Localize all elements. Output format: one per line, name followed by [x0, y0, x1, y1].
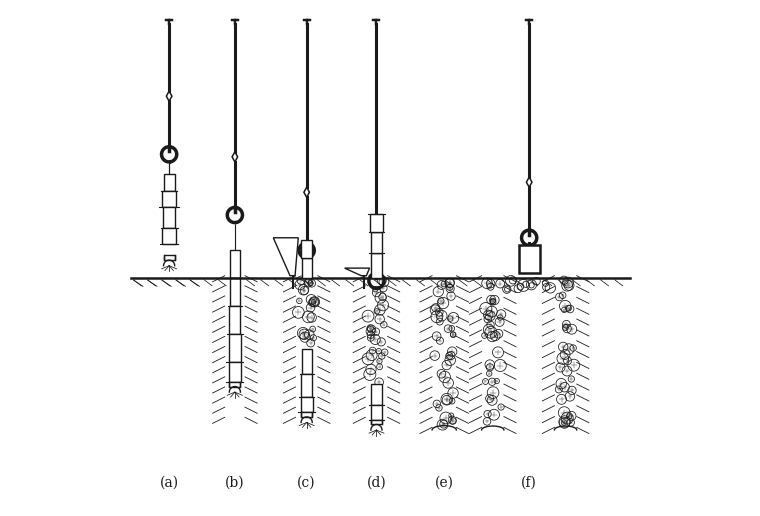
Polygon shape	[301, 412, 312, 417]
Polygon shape	[163, 207, 176, 228]
Text: (e): (e)	[435, 476, 454, 490]
Polygon shape	[301, 240, 312, 258]
Polygon shape	[162, 191, 176, 207]
Polygon shape	[230, 250, 240, 278]
Polygon shape	[229, 362, 241, 382]
Polygon shape	[518, 246, 540, 273]
Polygon shape	[374, 218, 379, 228]
Polygon shape	[274, 238, 298, 276]
Polygon shape	[371, 405, 382, 420]
Polygon shape	[163, 255, 175, 260]
Text: (b): (b)	[225, 476, 245, 490]
Polygon shape	[163, 228, 176, 245]
Polygon shape	[301, 397, 313, 412]
Polygon shape	[230, 382, 240, 386]
Polygon shape	[302, 349, 312, 374]
Polygon shape	[304, 187, 309, 197]
Polygon shape	[302, 258, 312, 278]
Text: (c): (c)	[297, 476, 316, 490]
Polygon shape	[229, 334, 241, 362]
Polygon shape	[232, 152, 238, 162]
Polygon shape	[230, 306, 240, 334]
Polygon shape	[370, 214, 382, 232]
Polygon shape	[344, 268, 369, 276]
Polygon shape	[230, 278, 240, 306]
Text: (d): (d)	[366, 476, 386, 490]
Polygon shape	[371, 232, 382, 253]
Polygon shape	[372, 253, 382, 278]
Text: (a): (a)	[160, 476, 179, 490]
Polygon shape	[527, 177, 532, 187]
Polygon shape	[301, 374, 312, 397]
Polygon shape	[371, 420, 382, 425]
Polygon shape	[166, 91, 172, 101]
Text: (f): (f)	[521, 476, 537, 490]
Polygon shape	[372, 384, 382, 405]
Polygon shape	[163, 174, 175, 191]
